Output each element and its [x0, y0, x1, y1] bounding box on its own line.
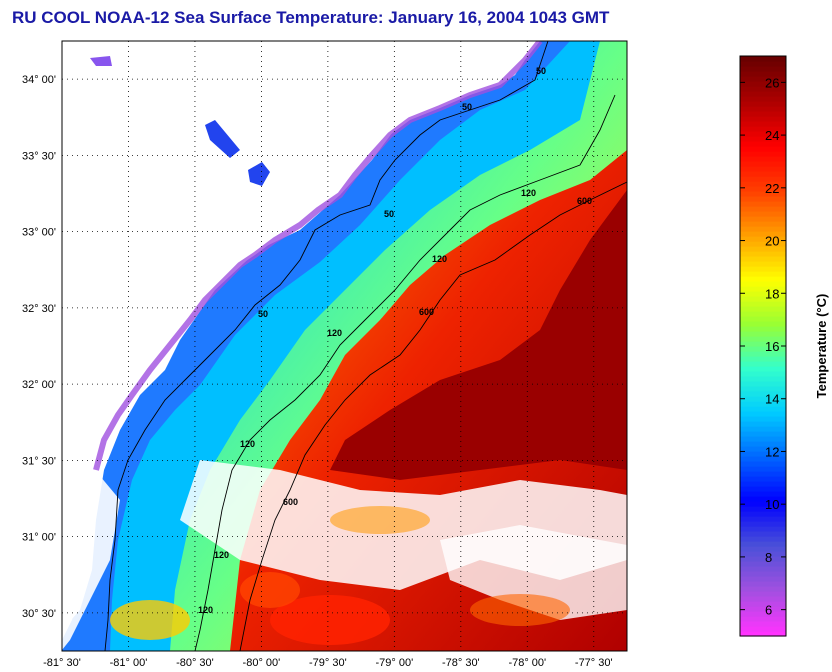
contour-label: 120: [214, 550, 229, 560]
contour-label: 120: [240, 439, 255, 449]
lon-tick-label: -81° 00': [110, 657, 148, 669]
warm-patch: [330, 506, 430, 534]
contour-label: 50: [536, 66, 546, 76]
cloud-cover-2: [440, 525, 627, 620]
contour-label: 120: [521, 188, 536, 198]
lon-tick-label: -78° 00': [508, 657, 546, 669]
lon-tick-label: -78° 30': [442, 657, 480, 669]
contour-label: 120: [198, 605, 213, 615]
contour-label: 600: [577, 196, 592, 206]
lat-tick-label: 31° 30': [22, 455, 56, 467]
contour-label: 600: [283, 497, 298, 507]
contour-label: 120: [432, 254, 447, 264]
lat-tick-label: 31° 00': [22, 532, 56, 544]
contour-label: 50: [462, 102, 472, 112]
gulf-stream-core: [330, 190, 627, 480]
lon-tick-label: -77° 30': [575, 657, 613, 669]
lon-tick-label: -80° 30': [176, 657, 214, 669]
contour-label: 50: [384, 209, 394, 219]
warm-patch: [470, 594, 570, 626]
map-frame: [61, 40, 628, 652]
contour-label: 50: [258, 309, 268, 319]
inland-lake: [248, 162, 270, 186]
longitude-labels: -81° 30' -81° 00' -80° 30' -80° 00' -79° 30'…: [43, 657, 612, 669]
contour-50m: [104, 41, 549, 651]
warm-patch: [270, 595, 390, 645]
contour-label: 120: [327, 328, 342, 338]
contour-label: 600: [419, 307, 434, 317]
lon-tick-label: -79° 00': [376, 657, 414, 669]
graticule: [62, 41, 627, 651]
lat-tick-label: 33° 30': [22, 150, 56, 162]
coastline-land: [62, 41, 540, 640]
lat-tick-label: 33° 00': [22, 227, 56, 239]
inland-lake: [90, 56, 112, 66]
warm-patch: [110, 600, 190, 640]
lat-tick-label: 32° 00': [22, 379, 56, 391]
lat-tick-label: 30° 30': [22, 608, 56, 620]
inland-lake: [205, 120, 240, 158]
latitude-labels: 34° 00' 33° 30' 33° 00' 32° 30' 32° 00' 31° 3…: [22, 74, 56, 620]
lon-tick-label: -81° 30': [43, 657, 81, 669]
coastal-fringe: [93, 41, 543, 471]
lat-tick-label: 34° 00': [22, 74, 56, 86]
map-title: RU COOL NOAA-12 Sea Surface Temperature:…: [12, 8, 610, 27]
lon-tick-label: -80° 00': [243, 657, 281, 669]
contour-600m: [239, 181, 627, 651]
warm-patch: [240, 572, 300, 608]
lon-tick-label: -79° 30': [309, 657, 347, 669]
lat-tick-label: 32° 30': [22, 303, 56, 315]
